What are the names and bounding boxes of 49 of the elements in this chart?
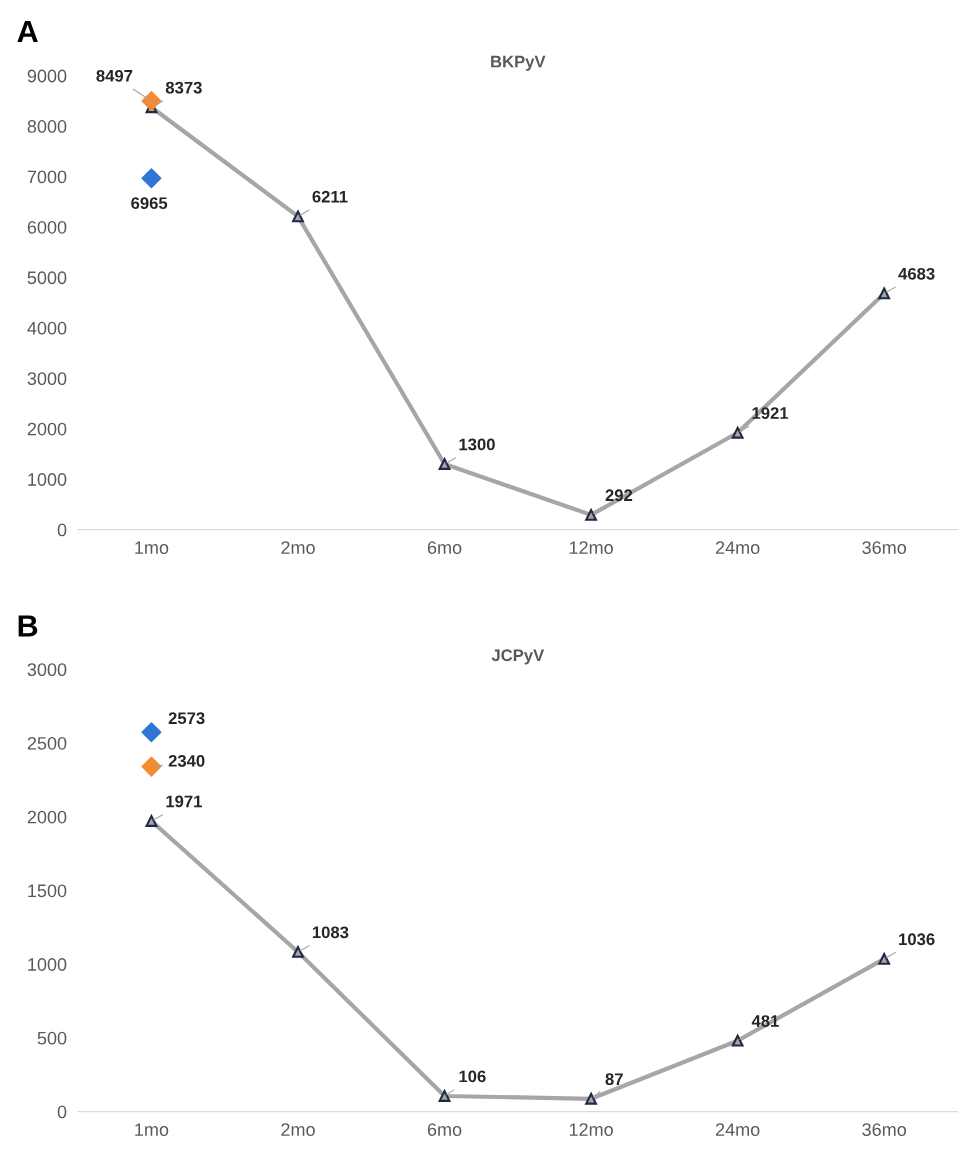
y-tick-label: 2000 xyxy=(27,422,67,436)
y-tick-label: 500 xyxy=(37,1031,67,1045)
y-tick-label: 2000 xyxy=(27,810,67,824)
data-label: 1036 xyxy=(899,933,935,946)
x-tick-label: 1mo xyxy=(135,541,169,554)
data-label: 481 xyxy=(751,1015,779,1027)
chart-title: JCPyV xyxy=(491,649,545,665)
x-tick-label: 36mo xyxy=(862,541,907,554)
data-label: 8373 xyxy=(165,81,202,94)
data-label: 2340 xyxy=(168,754,205,767)
x-tick-label: 24mo xyxy=(715,541,760,554)
y-tick-label: 1500 xyxy=(28,884,67,898)
x-tick-label: 24mo xyxy=(715,1123,760,1136)
y-tick-label: 0 xyxy=(57,1105,67,1119)
data-label: 6211 xyxy=(312,190,348,203)
y-tick-label: 5000 xyxy=(27,271,67,285)
data-label: 1083 xyxy=(312,926,349,939)
data-label: 2573 xyxy=(168,712,205,725)
text: B xyxy=(18,615,38,637)
chart-title: BKPyV xyxy=(491,55,546,71)
data-label: 87 xyxy=(605,1073,623,1086)
y-tick-label: 9000 xyxy=(27,69,67,83)
y-tick-label: 1000 xyxy=(28,958,67,971)
x-tick-label: 12mo xyxy=(569,1123,613,1136)
y-tick-label: 8000 xyxy=(27,120,67,133)
x-tick-label: 6mo xyxy=(427,1123,462,1136)
data-label: 1971 xyxy=(166,795,202,808)
data-label: 1300 xyxy=(459,438,495,451)
data-label: 106 xyxy=(459,1070,486,1083)
text: A xyxy=(17,21,38,43)
y-tick-label: 4000 xyxy=(27,321,67,335)
x-tick-label: 12mo xyxy=(569,541,613,554)
x-tick-label: 36mo xyxy=(862,1123,907,1136)
y-tick-label: 0 xyxy=(57,523,67,537)
x-tick-label: 2mo xyxy=(281,1123,315,1136)
y-tick-label: 3000 xyxy=(27,372,67,386)
data-label: 4683 xyxy=(898,267,935,280)
x-tick-label: 1mo xyxy=(135,1123,169,1136)
y-tick-label: 6000 xyxy=(27,220,67,234)
data-label: 8497 xyxy=(96,69,133,82)
y-tick-label: 7000 xyxy=(27,170,67,184)
data-label: 6965 xyxy=(131,197,168,210)
data-label: 292 xyxy=(605,489,633,502)
y-tick-label: 1000 xyxy=(28,473,67,486)
x-tick-label: 2mo xyxy=(281,541,315,554)
data-label: 1921 xyxy=(752,407,789,419)
y-tick-label: 3000 xyxy=(27,663,67,677)
y-tick-label: 2500 xyxy=(27,736,67,750)
x-tick-label: 6mo xyxy=(427,541,462,554)
